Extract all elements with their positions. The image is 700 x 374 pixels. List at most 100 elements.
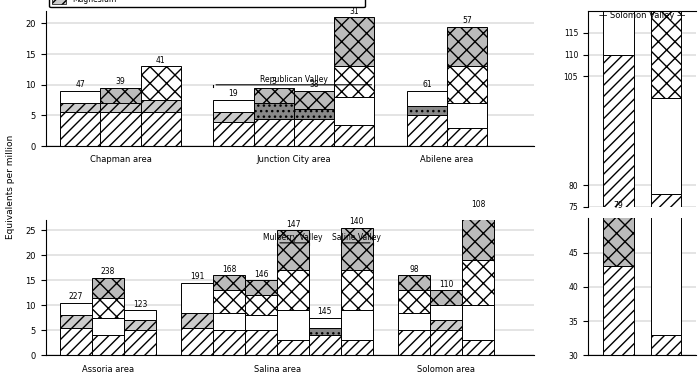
Bar xyxy=(60,113,101,146)
Bar xyxy=(294,109,334,119)
Bar xyxy=(60,103,101,113)
Bar xyxy=(60,91,101,103)
Bar xyxy=(181,283,214,313)
Text: 147: 147 xyxy=(286,220,300,229)
Bar xyxy=(462,210,494,260)
Bar xyxy=(124,330,156,355)
Text: Equivalents per million: Equivalents per million xyxy=(6,135,15,239)
Bar xyxy=(277,310,309,340)
Bar xyxy=(430,290,462,305)
Text: 140: 140 xyxy=(349,217,364,226)
Bar xyxy=(334,67,374,97)
Text: Assoria area: Assoria area xyxy=(82,365,134,374)
Bar xyxy=(294,119,334,146)
Bar xyxy=(309,318,341,328)
Bar xyxy=(341,310,373,340)
Bar xyxy=(603,0,634,55)
Bar xyxy=(341,270,373,310)
Text: 61: 61 xyxy=(422,80,432,89)
Text: 108: 108 xyxy=(471,200,485,209)
Bar xyxy=(214,313,245,330)
Text: 31: 31 xyxy=(349,6,359,15)
Bar xyxy=(603,212,634,266)
Bar xyxy=(60,303,92,315)
Bar xyxy=(447,27,487,67)
Text: 227: 227 xyxy=(69,292,83,301)
Bar xyxy=(181,328,214,355)
Bar xyxy=(407,106,447,116)
Bar xyxy=(651,98,681,194)
Bar xyxy=(141,100,181,113)
Text: Saline Valley: Saline Valley xyxy=(332,233,382,242)
Bar xyxy=(277,270,309,310)
Bar xyxy=(181,313,214,328)
Text: 238: 238 xyxy=(101,267,116,276)
Text: 98: 98 xyxy=(410,265,419,274)
Bar xyxy=(245,330,277,355)
Bar xyxy=(277,230,309,270)
Bar xyxy=(309,328,341,335)
Text: Republican Valley: Republican Valley xyxy=(260,74,328,84)
Bar xyxy=(214,290,245,313)
Text: 47: 47 xyxy=(76,80,85,89)
Bar xyxy=(214,113,253,122)
Bar xyxy=(124,320,156,330)
Text: Junction City area: Junction City area xyxy=(256,155,331,164)
Bar xyxy=(309,335,341,355)
Text: 146: 146 xyxy=(254,270,268,279)
Bar xyxy=(651,194,681,207)
Bar xyxy=(214,122,253,146)
Bar xyxy=(462,305,494,340)
Bar xyxy=(651,0,681,98)
Bar xyxy=(334,125,374,146)
Bar xyxy=(430,330,462,355)
Bar xyxy=(60,315,92,328)
Text: — Solomon Valley —: — Solomon Valley — xyxy=(599,11,685,20)
Bar xyxy=(430,305,462,320)
Bar xyxy=(245,295,277,315)
Bar xyxy=(245,315,277,330)
Bar xyxy=(141,67,181,100)
Bar xyxy=(447,103,487,128)
Text: Abilene area: Abilene area xyxy=(420,155,474,164)
Text: 41: 41 xyxy=(156,56,166,65)
Text: 191: 191 xyxy=(190,272,204,281)
Bar xyxy=(651,184,681,335)
Bar xyxy=(101,88,141,103)
Bar xyxy=(253,88,294,103)
Text: 110: 110 xyxy=(439,280,454,289)
Bar xyxy=(651,335,681,355)
Bar xyxy=(92,335,124,355)
Bar xyxy=(398,290,430,313)
Bar xyxy=(253,103,294,119)
Bar xyxy=(101,113,141,146)
Text: 168: 168 xyxy=(222,265,237,274)
Text: 57: 57 xyxy=(462,16,472,25)
Text: 3: 3 xyxy=(272,77,276,86)
Text: 145: 145 xyxy=(318,307,332,316)
Text: Salina area: Salina area xyxy=(253,365,300,374)
Bar xyxy=(214,100,253,113)
Bar xyxy=(60,328,92,355)
Legend: Sodium (and
potassium), Chloride (including flouride and nitrate), Magnesium, Su: Sodium (and potassium), Chloride (includ… xyxy=(49,0,365,7)
Bar xyxy=(407,91,447,106)
Bar xyxy=(277,340,309,355)
Bar xyxy=(92,278,124,298)
Bar xyxy=(334,17,374,67)
Bar xyxy=(407,116,447,146)
Bar xyxy=(603,55,634,207)
Bar xyxy=(398,330,430,355)
Bar xyxy=(447,128,487,146)
Text: 123: 123 xyxy=(133,300,147,309)
Bar xyxy=(294,91,334,109)
Bar xyxy=(124,310,156,320)
Text: 38: 38 xyxy=(309,80,318,89)
Bar xyxy=(245,280,277,295)
Text: 39: 39 xyxy=(116,77,125,86)
Bar xyxy=(92,298,124,318)
Text: Solomon area: Solomon area xyxy=(417,365,475,374)
Bar xyxy=(92,318,124,335)
Bar xyxy=(462,340,494,355)
Bar xyxy=(462,260,494,305)
Bar xyxy=(430,320,462,330)
